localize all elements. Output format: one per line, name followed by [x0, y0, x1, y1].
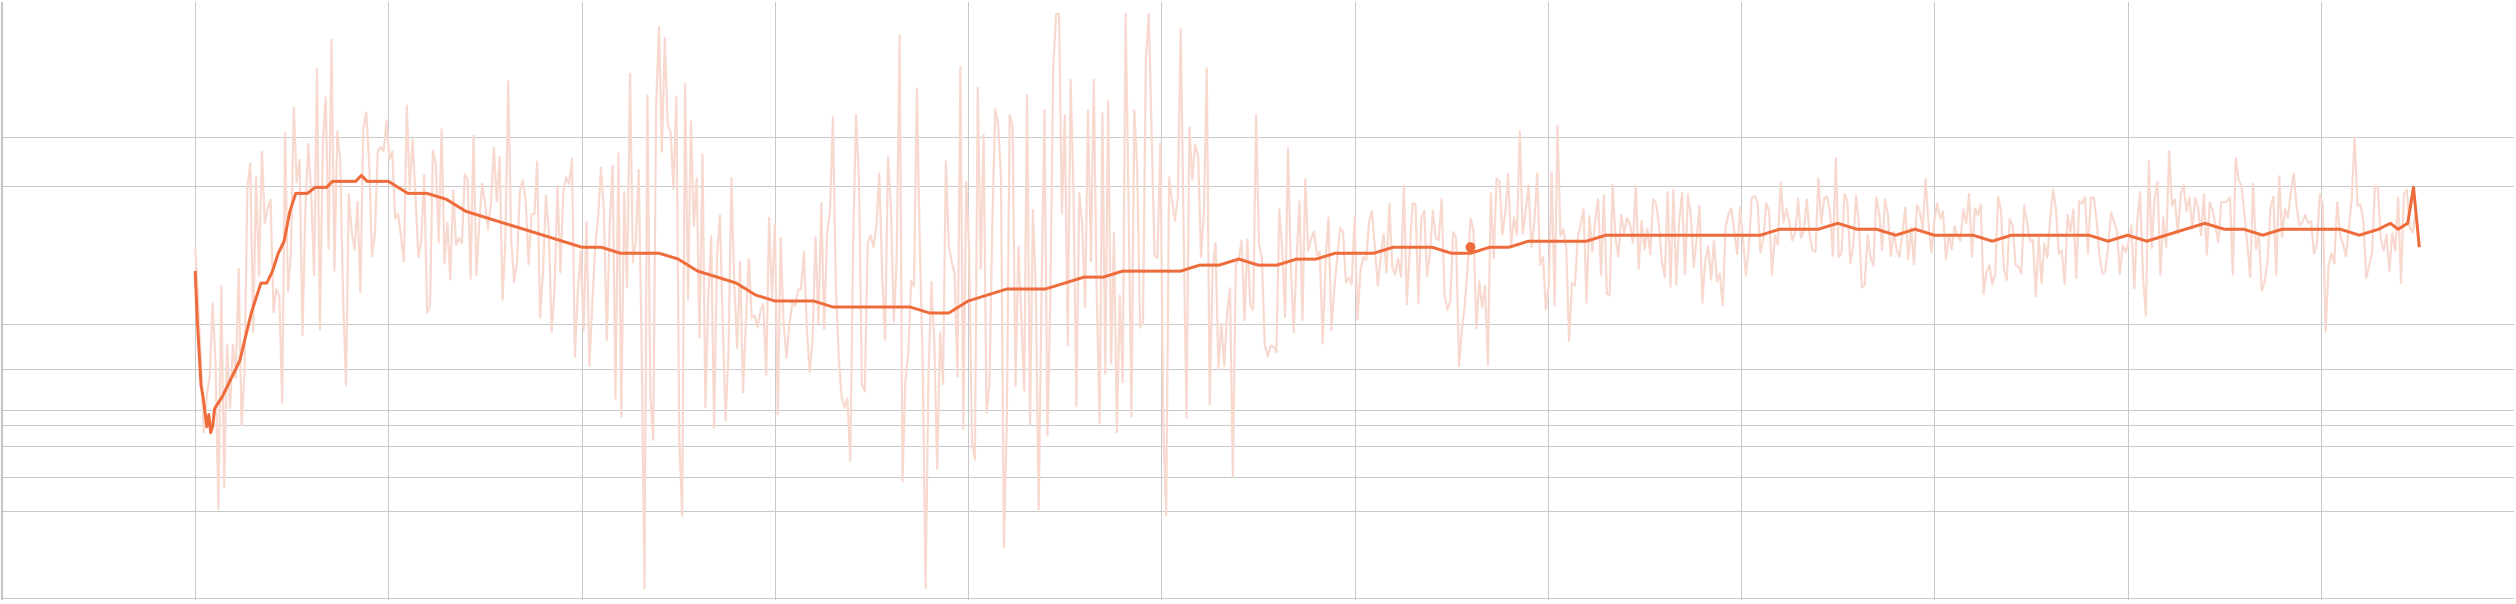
raw-series-line [194, 12, 2417, 590]
series-group [193, 12, 2421, 590]
highlighted-data-point[interactable] [1465, 242, 1476, 253]
smoothed-series-line [193, 173, 2421, 435]
